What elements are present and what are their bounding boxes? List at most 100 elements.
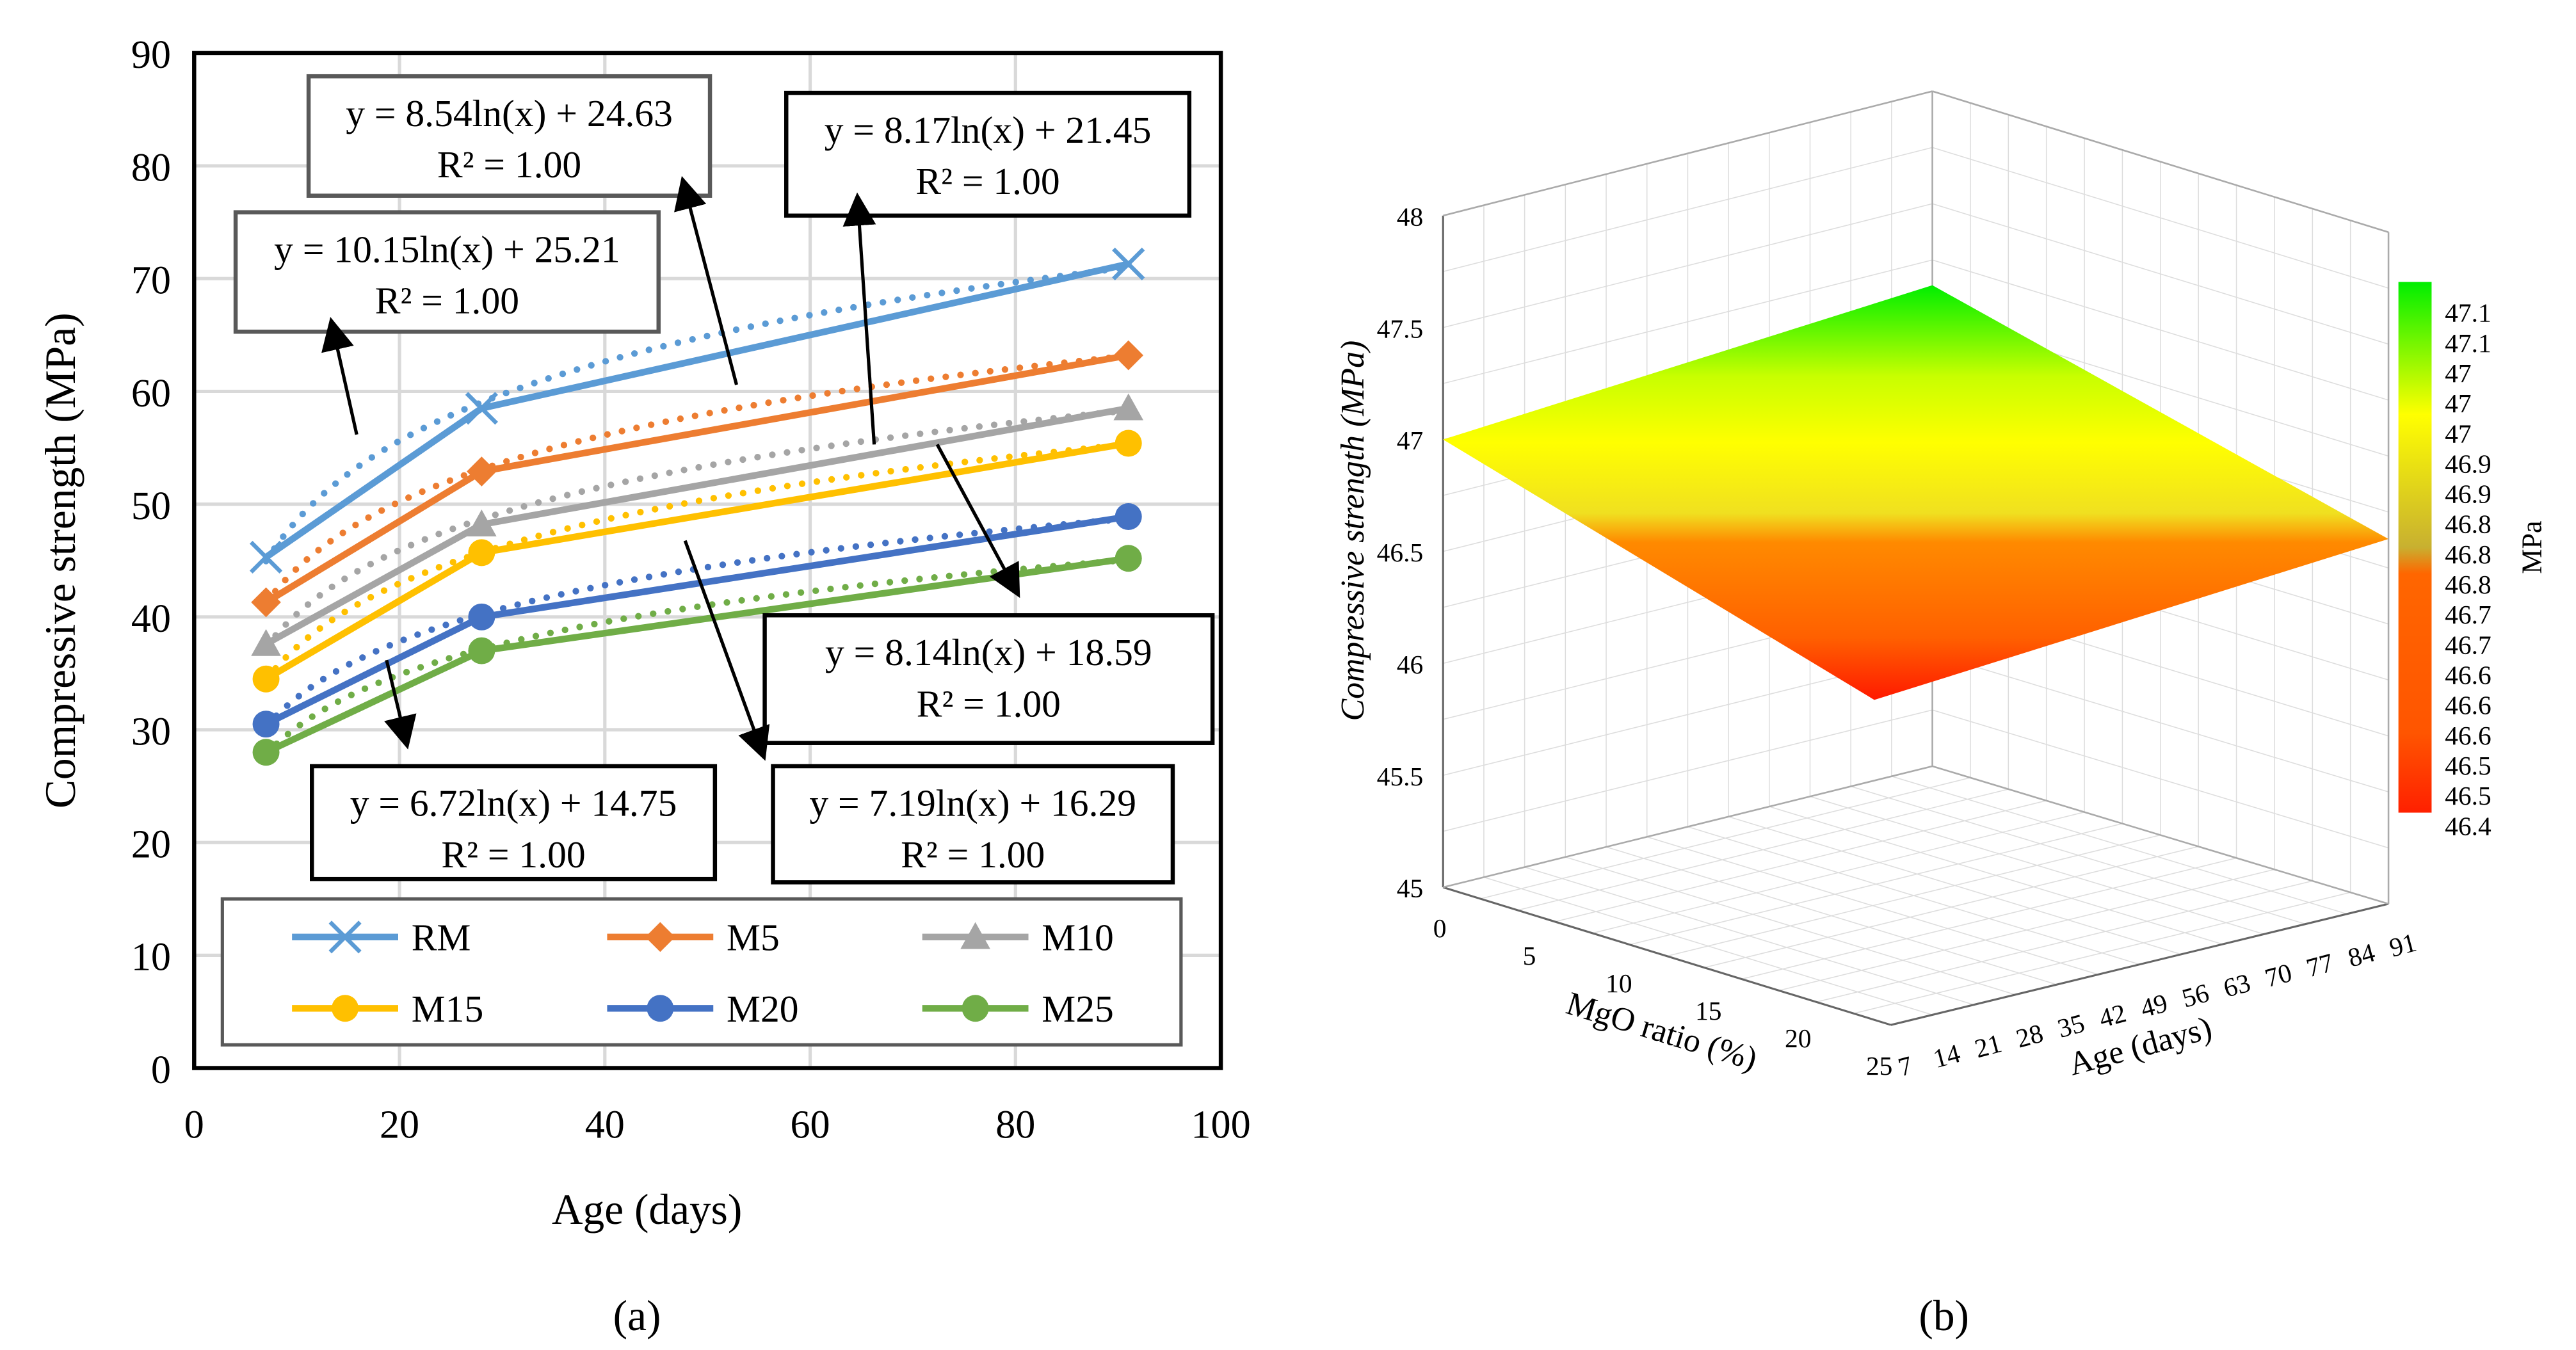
- data-point: [468, 539, 495, 567]
- colorbar-tick-label: 47.1: [2445, 328, 2491, 358]
- series-m20: [252, 503, 1142, 738]
- grid-line: [1853, 892, 2351, 1015]
- trendline: [262, 556, 1132, 758]
- grid-line: [1704, 846, 2199, 968]
- axis-line: [1442, 90, 1933, 217]
- z-tick-label: 45.5: [1377, 762, 1424, 791]
- legend-label: M25: [1042, 988, 1114, 1030]
- colorbar-tick-label: 46.6: [2445, 660, 2491, 689]
- data-point: [467, 456, 497, 486]
- grid-line: [1932, 147, 2389, 289]
- r-squared-text: R² = 1.00: [375, 280, 519, 322]
- colorbar-tick-label: 46.9: [2445, 449, 2491, 478]
- axis-line: [1932, 765, 2389, 905]
- x-tick-label: 100: [1191, 1103, 1250, 1146]
- data-point: [1115, 430, 1142, 457]
- y-tick-label: 60: [131, 372, 171, 415]
- panel-label-b: (b): [1919, 1292, 1969, 1340]
- data-point: [252, 711, 280, 738]
- colorbar-tick-label: 46.6: [2445, 721, 2491, 750]
- grid-line: [1769, 806, 2223, 945]
- age-tick-label: 42: [2096, 998, 2129, 1033]
- colorbar-tick-label: 47: [2445, 358, 2471, 388]
- plot-frame: [192, 51, 1223, 1070]
- mgo-tick-label: 15: [1695, 996, 1721, 1025]
- data-point: [465, 392, 498, 425]
- trend-equation-rm: y = 10.15ln(x) + 25.21 R² = 1.00: [233, 210, 661, 435]
- series-m25: [252, 545, 1142, 766]
- mgo-tick-label: 25: [1866, 1051, 1892, 1081]
- axis-line: [1890, 903, 2389, 1026]
- data-point: [468, 603, 495, 631]
- series-rm: [249, 247, 1145, 574]
- age-tick-label: 7: [1895, 1050, 1915, 1082]
- axis-line: [1442, 765, 1933, 888]
- equation-box: [310, 764, 718, 881]
- r-squared-text: R² = 1.00: [901, 833, 1045, 876]
- y-tick-label: 70: [131, 259, 171, 303]
- panel-label-a: (a): [613, 1292, 661, 1340]
- axis-line: [1442, 886, 1892, 1026]
- r-squared-text: R² = 1.00: [915, 160, 1059, 202]
- equation-box: [306, 74, 712, 198]
- z-tick-label: 46.5: [1377, 538, 1424, 567]
- y-tick-label: 40: [131, 597, 171, 641]
- grid-line: [1891, 776, 2347, 915]
- equation-box: [771, 764, 1175, 885]
- y-axis-label: Compressive strength (MPa): [36, 312, 85, 808]
- data-point: [251, 629, 281, 656]
- data-point: [1115, 545, 1142, 572]
- legend-label: M20: [727, 988, 799, 1030]
- y-tick-label: 30: [131, 710, 171, 753]
- age-tick-label: 56: [2179, 977, 2212, 1013]
- age-tick-label: 84: [2345, 937, 2378, 972]
- x-tick-label: 40: [585, 1103, 625, 1146]
- data-point: [467, 510, 497, 537]
- legend-marker: [960, 922, 990, 949]
- age-tick-label: 91: [2386, 928, 2419, 963]
- trend-equation-m5: y = 8.54ln(x) + 24.63 R² = 1.00: [306, 74, 739, 385]
- trendline: [262, 407, 1132, 650]
- grid-line: [1850, 785, 2306, 925]
- legend-label: M5: [727, 917, 780, 959]
- legend-item-m10: M10: [922, 917, 1114, 959]
- age-tick-label: 35: [2054, 1008, 2088, 1043]
- r-squared-text: R² = 1.00: [441, 833, 585, 876]
- legend-label: M10: [1042, 917, 1114, 959]
- z-tick-label: 46: [1397, 650, 1423, 679]
- colorbar-tick-label: 46.7: [2445, 630, 2491, 659]
- age-tick-label: 14: [1930, 1038, 1963, 1073]
- trendline: [262, 440, 1132, 684]
- trend-equation-m15: y = 8.14ln(x) + 18.59 R² = 1.00: [762, 444, 1215, 745]
- age-tick-label: 21: [1972, 1028, 2005, 1063]
- x-tick-label: 60: [790, 1103, 830, 1146]
- colorbar-tick-label: 46.4: [2445, 811, 2491, 840]
- arrow: [384, 659, 417, 750]
- colorbar-tick-label: 46.7: [2445, 600, 2491, 629]
- data-point: [249, 540, 283, 574]
- legend-item-rm: RM: [292, 917, 471, 959]
- series-m10: [251, 393, 1144, 656]
- age-tick-label: 77: [2303, 947, 2337, 983]
- mgo-axis-label: MgO ratio (%): [1562, 985, 1761, 1078]
- grid-line: [1741, 857, 2237, 980]
- grid-line: [1932, 709, 2389, 849]
- grid-line: [1932, 653, 2389, 792]
- age-tick-label: 28: [2013, 1018, 2046, 1054]
- grid-line: [1443, 709, 1933, 832]
- y-tick-label: 50: [131, 485, 171, 528]
- legend-item-m20: M20: [607, 988, 799, 1030]
- y-tick-label: 20: [131, 823, 171, 867]
- grid-line: [1443, 259, 1933, 384]
- colorbar-tick-label: 47: [2445, 419, 2471, 448]
- grid-line: [1443, 147, 1933, 273]
- legend-label: RM: [412, 917, 471, 959]
- arrow: [674, 175, 739, 385]
- colorbar-tick-label: 46.8: [2445, 540, 2491, 569]
- y-tick-label: 0: [151, 1049, 171, 1092]
- legend-marker: [332, 995, 359, 1022]
- arrow: [321, 317, 358, 435]
- data-point: [468, 637, 495, 664]
